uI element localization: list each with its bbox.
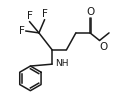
Text: O: O [100,42,108,52]
Text: F: F [19,26,25,36]
Text: F: F [42,9,48,19]
Text: O: O [86,7,95,17]
Text: NH: NH [55,59,68,68]
Text: F: F [27,11,32,21]
